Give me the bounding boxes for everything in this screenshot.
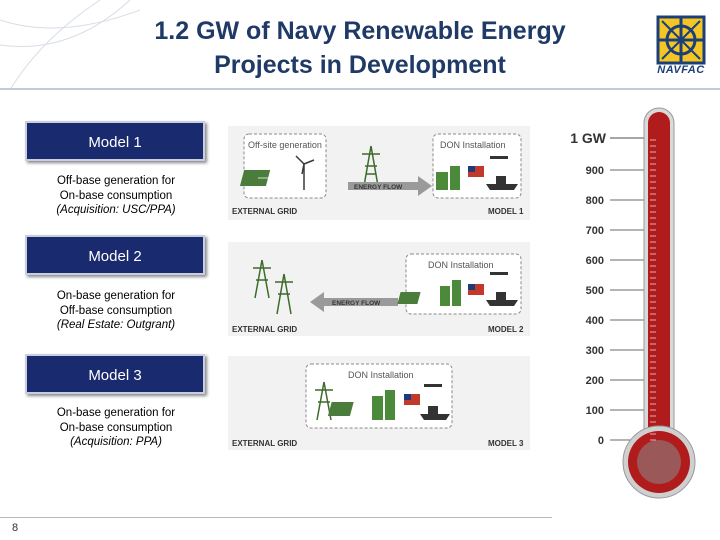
model-3-description: On-base generation for On-base consumpti… bbox=[20, 406, 212, 450]
decorative-swirl bbox=[0, 0, 140, 90]
scale-label-200: 200 bbox=[586, 375, 604, 387]
model-3-label: Model 3 bbox=[88, 367, 142, 384]
header-divider bbox=[0, 88, 720, 90]
scale-label-700: 700 bbox=[586, 225, 604, 237]
model-2-box: Model 2 bbox=[25, 235, 205, 275]
title-line-1: 1.2 GW of Navy Renewable Energy bbox=[154, 17, 566, 45]
external-grid-label: EXTERNAL GRID bbox=[232, 325, 297, 334]
navfac-logo bbox=[656, 15, 706, 65]
solar-panel-icon bbox=[397, 292, 421, 304]
scale-label-900: 900 bbox=[586, 165, 604, 177]
model-3-box: Model 3 bbox=[25, 354, 205, 394]
wind-turbine-icon bbox=[295, 155, 315, 190]
energy-flow-arrow bbox=[348, 176, 432, 196]
offsite-generation-label: Off-site generation bbox=[248, 140, 322, 150]
aircraft-ship-icon bbox=[420, 384, 450, 420]
scale-label-400: 400 bbox=[586, 315, 604, 327]
don-installation-label: DON Installation bbox=[428, 260, 494, 270]
scale-label-300: 300 bbox=[586, 345, 604, 357]
building-icon bbox=[440, 280, 461, 306]
transmission-tower-icon bbox=[362, 145, 380, 187]
model-3-desc-line2: On-base consumption bbox=[59, 421, 173, 434]
model-2-description: On-base generation for Off-base consumpt… bbox=[20, 289, 212, 333]
model-3-desc-line3: (Acquisition: PPA) bbox=[70, 436, 162, 448]
thermometer-tube-ticks bbox=[650, 139, 656, 441]
thermometer-top-label: 1 GW bbox=[570, 130, 607, 146]
model-1-label: Model 1 bbox=[88, 134, 142, 151]
transmission-tower-icon bbox=[315, 381, 333, 421]
don-installation-box bbox=[405, 253, 522, 315]
thermometer-fill bbox=[648, 112, 670, 452]
us-flag-icon bbox=[468, 166, 484, 177]
model-1-diagram: Off-site generation ENERGY FLOW DON Inst… bbox=[228, 126, 530, 220]
model-2-desc-line3: (Real Estate: Outgrant) bbox=[56, 319, 176, 331]
model-label: MODEL 3 bbox=[488, 439, 524, 448]
scale-label-500: 500 bbox=[586, 285, 604, 297]
transmission-tower-icon-2 bbox=[275, 273, 293, 315]
thermometer-scale: 900 800 700 600 500 400 300 200 100 0 bbox=[586, 165, 644, 447]
external-grid-label: EXTERNAL GRID bbox=[232, 439, 297, 448]
page-title: 1.2 GW of Navy Renewable Energy Projects… bbox=[90, 14, 630, 82]
model-3-desc-line1: On-base generation for bbox=[56, 407, 176, 419]
scale-label-600: 600 bbox=[586, 255, 604, 267]
model-1-box: Model 1 bbox=[25, 121, 205, 161]
title-line-2: Projects in Development bbox=[214, 51, 506, 79]
footer-divider bbox=[0, 517, 552, 518]
aircraft-ship-icon bbox=[486, 272, 518, 306]
model-2-desc-line2: Off-base consumption bbox=[59, 304, 173, 317]
navfac-logo-text: NAVFAC bbox=[657, 64, 705, 76]
model-1-desc-line2: On-base consumption bbox=[59, 189, 173, 202]
building-icon bbox=[436, 166, 460, 190]
scale-label-0: 0 bbox=[598, 435, 604, 447]
aircraft-ship-icon bbox=[486, 156, 518, 190]
model-1-description: Off-base generation for On-base consumpt… bbox=[20, 174, 212, 218]
model-2-label: Model 2 bbox=[88, 248, 142, 265]
scale-label-100: 100 bbox=[586, 405, 604, 417]
energy-flow-label: ENERGY FLOW bbox=[354, 184, 403, 191]
scale-label-800: 800 bbox=[586, 195, 604, 207]
solar-panel-icon bbox=[327, 402, 354, 416]
model-label: MODEL 2 bbox=[488, 325, 524, 334]
us-flag-icon bbox=[404, 394, 420, 405]
model-1-desc-line1: Off-base generation for bbox=[56, 175, 176, 187]
model-1-desc-line3: (Acquisition: USC/PPA) bbox=[56, 204, 176, 216]
external-grid-label: EXTERNAL GRID bbox=[232, 207, 297, 216]
don-installation-label: DON Installation bbox=[348, 370, 414, 380]
thermometer-bulb-highlight bbox=[637, 440, 681, 484]
model-2-diagram: ENERGY FLOW DON Installation EXTERNAL GR… bbox=[228, 242, 530, 336]
solar-panel-icon bbox=[239, 170, 286, 186]
energy-flow-label: ENERGY FLOW bbox=[332, 300, 381, 307]
don-installation-label: DON Installation bbox=[440, 140, 506, 150]
capacity-thermometer: 1 GW 900 800 700 600 500 400 300 200 100 0 bbox=[570, 107, 696, 499]
page-number: 8 bbox=[12, 522, 19, 534]
model-label: MODEL 1 bbox=[488, 207, 524, 216]
energy-flow-arrow bbox=[310, 292, 398, 312]
model-3-diagram: DON Installation EXTERNAL GRID MODEL 3 bbox=[228, 356, 530, 450]
transmission-tower-icon bbox=[253, 259, 271, 299]
building-icon bbox=[372, 390, 395, 420]
model-2-desc-line1: On-base generation for bbox=[56, 290, 176, 302]
us-flag-icon bbox=[468, 284, 484, 295]
